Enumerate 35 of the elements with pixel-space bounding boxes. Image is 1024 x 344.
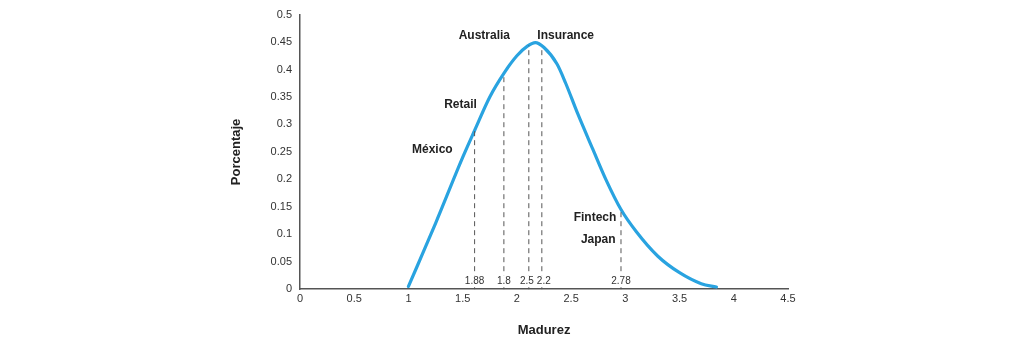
annotation: Insurance: [537, 27, 595, 42]
y-tick-label: 0.5: [276, 7, 293, 20]
annotation: Japan: [580, 232, 616, 247]
y-tick-label: 0.25: [270, 144, 293, 157]
y-tick-label: 0.3: [276, 117, 293, 130]
x-axis-title: Madurez: [517, 321, 571, 337]
annotation: 1.88: [464, 274, 485, 286]
annotation: 2.78: [611, 274, 632, 286]
annotation: Fintech: [573, 209, 617, 224]
x-tick-label: 4.5: [780, 291, 796, 304]
y-tick-label: 0.4: [276, 62, 293, 75]
y-tick-label: 0.35: [270, 90, 293, 103]
annotation: 2.5: [519, 274, 535, 286]
y-tick-label: 0.15: [270, 199, 293, 212]
x-tick-label: 4: [730, 291, 737, 304]
line-series: [406, 41, 719, 289]
annotation: México: [411, 142, 453, 157]
y-axis-title: Porcentaje: [228, 118, 244, 186]
y-tick-label: 0.05: [270, 254, 293, 267]
x-tick-label: 2: [513, 291, 520, 304]
x-tick-label: 1: [405, 291, 412, 304]
y-tick-label: 0.2: [276, 172, 293, 185]
annotation: Retail: [444, 96, 477, 111]
annotation: Australia: [458, 27, 511, 42]
x-tick-label: 0: [296, 291, 304, 304]
x-tick-label: 3.5: [671, 291, 688, 304]
y-tick-label: 0.1: [276, 227, 293, 240]
y-tick-label: 0.45: [270, 35, 293, 48]
x-tick-label: 1.5: [455, 291, 471, 304]
annotation: 2.2: [536, 274, 552, 286]
x-tick-label: 3: [622, 291, 629, 304]
x-tick-label: 0.5: [346, 291, 362, 304]
y-tick-label: 0: [285, 282, 293, 295]
annotation: 1.8: [496, 274, 512, 286]
x-tick-label: 2.5: [563, 291, 579, 304]
